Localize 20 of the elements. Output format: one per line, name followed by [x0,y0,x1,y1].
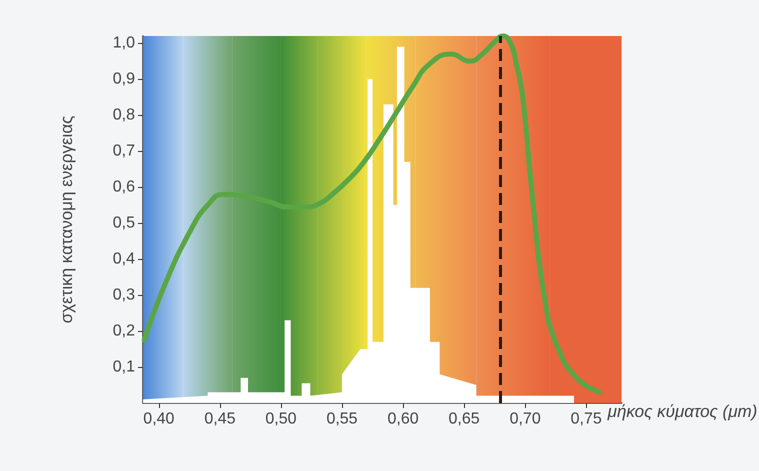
y-tick-label: 0,9 [112,70,136,88]
y-tick-label: 0,8 [112,106,136,124]
x-tick-label: 0,50 [265,410,297,428]
x-axis-title: μήκος κύματος (μm) [606,402,758,421]
x-tick-label: 0,70 [510,410,541,428]
y-tick-label: 0,7 [112,142,136,160]
y-tick-label: 0,4 [112,250,136,268]
y-tick-label: 0,3 [112,286,136,304]
y-tick-label: 0,5 [112,214,136,232]
x-tick-label: 0,55 [326,410,358,428]
y-tick-label: 1,0 [112,34,136,52]
x-tick-label: 0,65 [448,410,480,428]
y-axis-title: σχετικη κατανομη ενεργειας [57,116,76,324]
x-tick-label: 0,40 [143,410,175,428]
y-tick-label: 0,1 [112,358,136,376]
y-tick-label: 0,6 [112,178,136,196]
x-tick-label: 0,45 [204,410,236,428]
y-tick-label: 0,2 [112,322,136,340]
x-tick-label: 0,75 [570,410,602,428]
x-tick-label: 0,60 [387,410,419,428]
